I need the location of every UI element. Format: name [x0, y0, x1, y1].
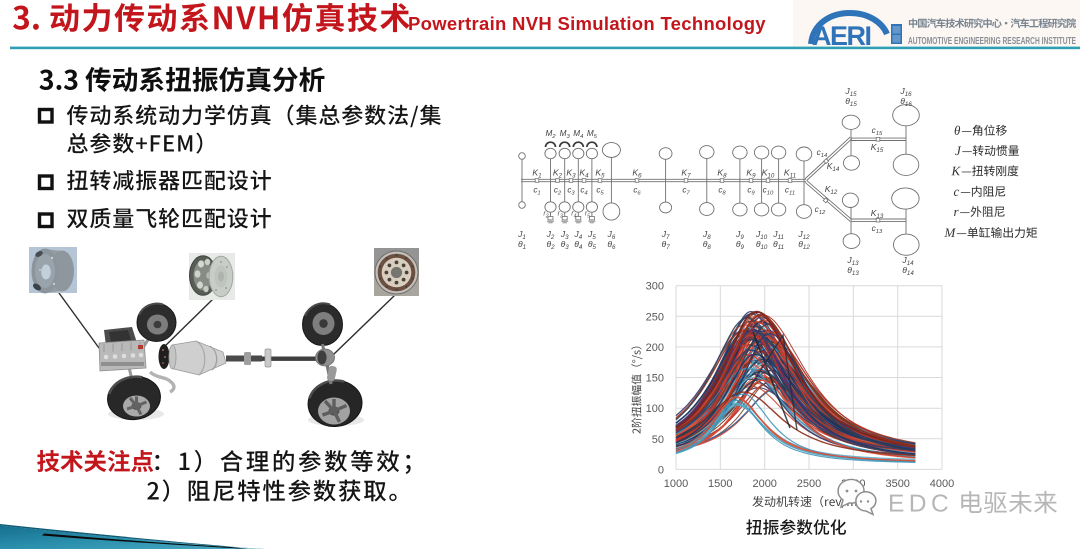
svg-text:r4: r4	[571, 211, 576, 220]
svg-text:c7: c7	[682, 186, 690, 197]
svg-text:θ6: θ6	[607, 239, 616, 251]
svg-text:c1: c1	[533, 186, 540, 197]
svg-text:K2: K2	[553, 168, 563, 180]
svg-text:K13: K13	[871, 208, 884, 220]
svg-text:J4: J4	[573, 229, 582, 241]
svg-text:θ4: θ4	[574, 239, 583, 251]
svg-text:50: 50	[652, 434, 664, 446]
svg-text:J7: J7	[661, 229, 670, 241]
svg-text:300: 300	[646, 281, 664, 293]
svg-text:K9: K9	[746, 168, 756, 180]
svg-text:1000: 1000	[664, 478, 688, 490]
svg-text:c9: c9	[747, 186, 755, 197]
svg-text:c2: c2	[554, 186, 562, 197]
svg-text:c10: c10	[763, 186, 774, 197]
svg-text:K8: K8	[717, 168, 727, 180]
svg-text:K6: K6	[632, 168, 642, 180]
svg-text:c8: c8	[718, 186, 726, 197]
svg-text:K3: K3	[566, 168, 576, 180]
svg-text:c12: c12	[815, 205, 826, 216]
svg-text:AUTOMOTIVE ENGINEERING RESEARC: AUTOMOTIVE ENGINEERING RESEARCH INSTITUT…	[908, 36, 1076, 47]
svg-text:2000: 2000	[752, 478, 776, 490]
svg-text:c5: c5	[596, 186, 604, 197]
svg-text:M4: M4	[573, 129, 584, 140]
svg-text:J5: J5	[587, 229, 596, 241]
svg-text:θ8: θ8	[703, 239, 712, 251]
svg-text:θ1: θ1	[518, 239, 526, 251]
svg-text:Powertrain NVH Simulation Tech: Powertrain NVH Simulation Technology	[408, 13, 766, 34]
svg-text:K1: K1	[532, 168, 541, 180]
svg-text:c14: c14	[817, 148, 828, 159]
svg-text:c15: c15	[872, 126, 883, 137]
svg-text:θ7: θ7	[662, 239, 671, 251]
svg-text:θ11: θ11	[773, 239, 784, 251]
svg-text:c3: c3	[567, 186, 575, 197]
svg-text:θ3: θ3	[561, 239, 570, 251]
svg-text:θ9: θ9	[736, 239, 745, 251]
svg-text:0: 0	[658, 464, 664, 476]
svg-text:K5: K5	[595, 168, 605, 180]
svg-text:r3: r3	[558, 211, 563, 220]
svg-text:K14: K14	[827, 161, 840, 173]
svg-text:100: 100	[646, 403, 664, 415]
svg-text:J2: J2	[546, 229, 555, 241]
svg-text:r5: r5	[585, 211, 590, 220]
svg-text:c13: c13	[872, 224, 883, 235]
svg-text:150: 150	[646, 373, 664, 385]
svg-text:4000: 4000	[930, 478, 954, 490]
svg-text:M3: M3	[560, 129, 571, 140]
svg-text:c11: c11	[785, 186, 795, 197]
svg-text:K15: K15	[871, 142, 884, 154]
svg-text:250: 250	[646, 311, 664, 323]
svg-text:J6: J6	[607, 229, 616, 241]
svg-text:c4: c4	[580, 186, 588, 197]
svg-text:K7: K7	[681, 168, 691, 180]
svg-text:θ5: θ5	[588, 239, 597, 251]
svg-text:c6: c6	[633, 186, 641, 197]
svg-text:M5: M5	[587, 129, 598, 140]
svg-text:2500: 2500	[797, 478, 821, 490]
svg-text:K11: K11	[784, 168, 796, 180]
svg-text:K12: K12	[825, 184, 838, 196]
svg-text:J1: J1	[517, 229, 526, 241]
svg-text:J9: J9	[735, 229, 744, 241]
svg-text:J8: J8	[702, 229, 711, 241]
svg-text:K4: K4	[579, 168, 589, 180]
svg-text:K10: K10	[762, 168, 775, 180]
svg-text:M2: M2	[545, 129, 556, 140]
svg-text:J11: J11	[772, 229, 784, 241]
svg-text:r2: r2	[543, 211, 548, 220]
svg-text:J3: J3	[560, 229, 569, 241]
svg-text:1500: 1500	[708, 478, 732, 490]
svg-text:3500: 3500	[885, 478, 909, 490]
svg-text:200: 200	[646, 342, 664, 354]
svg-text:θ2: θ2	[546, 239, 555, 251]
